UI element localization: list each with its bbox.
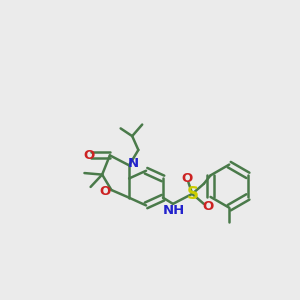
Text: O: O	[83, 149, 95, 162]
Text: S: S	[186, 185, 198, 203]
Text: O: O	[202, 200, 213, 213]
Text: O: O	[181, 172, 193, 185]
Text: O: O	[100, 185, 111, 198]
Text: N: N	[128, 157, 139, 169]
Text: NH: NH	[163, 203, 185, 217]
